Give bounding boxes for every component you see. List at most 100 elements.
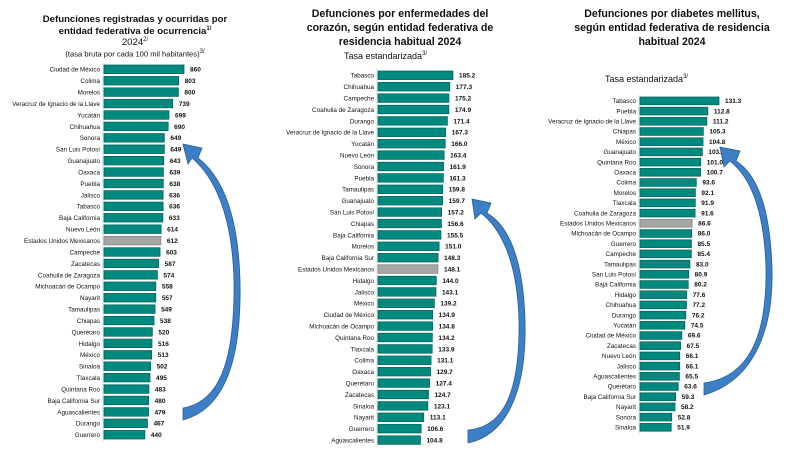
value-label: 167.3 xyxy=(452,130,469,137)
value-label: 106.6 xyxy=(427,426,444,433)
category-label: Baja California xyxy=(333,232,374,239)
category-label: Durango xyxy=(76,421,101,428)
value-label: 636 xyxy=(169,204,180,211)
bar xyxy=(639,392,677,401)
category-label: Quintana Roo xyxy=(597,159,636,166)
category-label: Tamaulipas xyxy=(342,187,374,194)
category-label: Puebla xyxy=(80,181,100,188)
category-label: Hidalgo xyxy=(615,292,637,299)
value-label: 803 xyxy=(185,78,196,85)
category-label: Nuevo León xyxy=(602,353,636,360)
category-label: Puebla xyxy=(354,175,374,182)
category-label: Tlaxcala xyxy=(351,346,375,353)
category-label: Tamaulipas xyxy=(604,261,636,268)
category-label: Chiapas xyxy=(77,318,100,325)
bar xyxy=(377,389,429,400)
bar xyxy=(103,430,146,440)
category-label: Tlaxcala xyxy=(613,200,637,207)
title-line: corazón, según entidad federativa de xyxy=(306,21,494,34)
category-label: Oaxaca xyxy=(614,169,636,176)
category-label: Campeche xyxy=(344,96,375,103)
category-label: San Luis Potosí xyxy=(56,147,100,154)
bar xyxy=(377,275,437,286)
bar xyxy=(103,418,148,428)
category-label: Tamaulipas xyxy=(68,307,100,314)
bar xyxy=(639,127,704,136)
value-label: 143.1 xyxy=(442,289,459,296)
chart-subtitle: Tasa estandarizada3/ xyxy=(344,51,428,61)
bar xyxy=(639,249,692,259)
category-label: Veracruz de Ignacio de la Llave xyxy=(286,130,374,137)
bar xyxy=(103,213,164,223)
value-label: 77.2 xyxy=(692,302,705,309)
category-label: Chihuahua xyxy=(70,124,101,131)
category-label: Durango xyxy=(612,312,637,319)
category-label: Coahuila de Zaragoza xyxy=(38,272,100,279)
bar-national xyxy=(639,219,693,228)
bar xyxy=(103,304,156,314)
value-label: 587 xyxy=(165,261,176,268)
bar xyxy=(639,423,672,432)
bar xyxy=(103,293,157,303)
bar xyxy=(377,127,447,137)
bar xyxy=(639,290,688,299)
bar xyxy=(103,87,179,97)
bar-national xyxy=(377,264,439,274)
value-label: 83.0 xyxy=(696,261,709,268)
value-label: 163.4 xyxy=(450,153,467,160)
value-label: 614 xyxy=(167,227,178,234)
bar xyxy=(103,76,180,86)
value-label: 77.6 xyxy=(693,292,706,299)
bar xyxy=(377,332,433,343)
bar xyxy=(639,361,681,371)
category-label: Campeche xyxy=(606,251,637,258)
category-label: San Luis Potosí xyxy=(592,271,636,278)
bar xyxy=(639,402,676,412)
bar xyxy=(377,367,431,377)
bar xyxy=(103,315,155,326)
bar xyxy=(377,401,429,411)
chart-subtitle: (tasa bruta por cada 100 mil habitantes)… xyxy=(65,49,205,59)
value-label: 603 xyxy=(166,249,177,256)
value-label: 639 xyxy=(169,169,180,176)
value-label: 86.6 xyxy=(698,220,711,227)
value-label: 134.2 xyxy=(438,335,455,342)
value-label: 440 xyxy=(151,432,162,439)
bar xyxy=(639,188,696,197)
bar xyxy=(103,327,153,337)
category-label: San Luis Potosí xyxy=(330,210,374,217)
value-label: 127.4 xyxy=(436,381,453,388)
chart-panel-diabetes: Defunciones por diabetes mellitus, según… xyxy=(550,0,794,466)
value-label: 113.1 xyxy=(430,415,446,422)
category-label: Aguascalientes xyxy=(57,409,100,416)
bar xyxy=(377,355,432,365)
bar xyxy=(377,196,444,206)
category-label: Morelos xyxy=(352,244,374,251)
bar xyxy=(639,310,687,320)
bar xyxy=(639,137,704,146)
bar xyxy=(377,184,444,194)
bar xyxy=(639,331,683,340)
value-label: 134.9 xyxy=(439,312,456,319)
bar xyxy=(377,378,430,388)
category-label: Chihuahua xyxy=(606,302,637,309)
bar xyxy=(103,224,162,234)
category-label: Durango xyxy=(350,118,375,125)
category-label: Baja California Sur xyxy=(322,255,375,262)
value-label: 699 xyxy=(175,112,186,119)
curved-arrow-icon xyxy=(467,198,526,444)
bar xyxy=(639,106,709,116)
category-label: Sonora xyxy=(616,414,637,421)
bar xyxy=(103,270,158,280)
value-label: 134.8 xyxy=(439,324,456,331)
bar xyxy=(103,338,153,349)
category-label: Baja California xyxy=(595,282,636,289)
category-label: Hidalgo xyxy=(79,341,101,348)
bar xyxy=(103,372,151,383)
value-label: 101.0 xyxy=(707,159,724,166)
bar xyxy=(103,110,170,120)
bar xyxy=(103,178,164,189)
value-label: 144.0 xyxy=(442,278,459,285)
bar xyxy=(377,104,450,115)
